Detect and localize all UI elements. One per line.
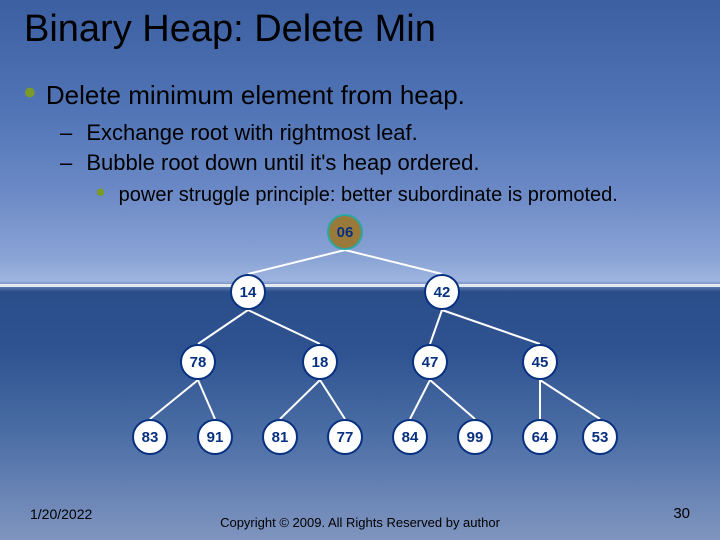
heap-node: 06	[327, 214, 363, 250]
heap-node: 45	[522, 344, 558, 380]
bullet-level-1: • Delete minimum element from heap.	[24, 80, 465, 111]
heap-node: 14	[230, 274, 266, 310]
sub-3-text: power struggle principle: better subordi…	[119, 184, 618, 206]
heap-node: 99	[457, 419, 493, 455]
heap-node: 18	[302, 344, 338, 380]
heap-node: 81	[262, 419, 298, 455]
bullet-level-3: • power struggle principle: better subor…	[96, 184, 618, 207]
heap-node: 42	[424, 274, 460, 310]
sub-2-text: Bubble root down until it's heap ordered…	[86, 150, 479, 175]
heap-node: 78	[180, 344, 216, 380]
heap-tree-diagram: 06 14 42 78 18 47 45 83 91 81 77 84 99 64 53	[0, 212, 720, 492]
bullet-level-2-a: – Exchange root with rightmost leaf.	[60, 120, 418, 146]
dash-icon: –	[60, 150, 72, 175]
sub-1-text: Exchange root with rightmost leaf.	[86, 120, 417, 145]
heap-node: 91	[197, 419, 233, 455]
heap-node: 64	[522, 419, 558, 455]
footer-page-number: 30	[673, 505, 690, 522]
heap-node: 77	[327, 419, 363, 455]
bullet-1-text: Delete minimum element from heap.	[46, 80, 465, 111]
heap-node: 47	[412, 344, 448, 380]
heap-node: 53	[582, 419, 618, 455]
slide-title: Binary Heap: Delete Min	[24, 8, 436, 51]
heap-node: 84	[392, 419, 428, 455]
bullet-level-2-b: – Bubble root down until it's heap order…	[60, 150, 480, 176]
footer-copyright: Copyright © 2009. All Rights Reserved by…	[0, 515, 720, 530]
bullet-dot-icon: •	[96, 177, 105, 207]
heap-node: 83	[132, 419, 168, 455]
dash-icon: –	[60, 120, 72, 145]
